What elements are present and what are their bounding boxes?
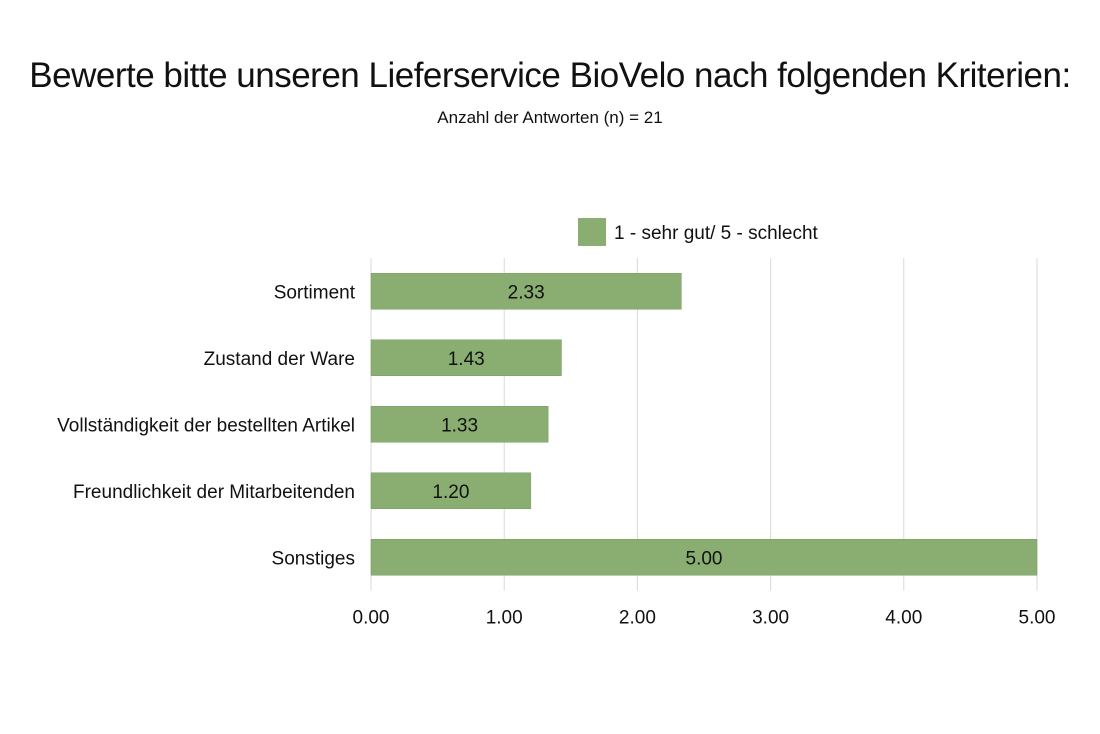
category-label: Zustand der Ware	[204, 349, 355, 370]
bar	[370, 339, 562, 376]
x-tick-label: 3.00	[752, 608, 789, 629]
x-tick-label: 2.00	[619, 608, 656, 629]
bar	[370, 273, 682, 310]
category-label: Vollständigkeit der bestellten Artikel	[57, 415, 355, 436]
legend-swatch	[578, 218, 606, 246]
x-tick-label: 1.00	[486, 608, 523, 629]
bar	[370, 472, 532, 509]
bar-value-label: 2.33	[508, 282, 545, 303]
bar-value-label: 5.00	[686, 548, 723, 569]
x-tick-label: 4.00	[885, 608, 922, 629]
bars: 2.33 1.43 1.33 1.20 5.00	[370, 273, 1038, 576]
category-label: Sortiment	[274, 282, 356, 303]
bar-value-label: 1.20	[432, 482, 469, 503]
legend: 1 - sehr gut/ 5 - schlecht	[578, 218, 819, 246]
x-tick-label: 5.00	[1019, 608, 1056, 629]
bar	[370, 539, 1038, 576]
chart-title: Bewerte bitte unseren Lieferservice BioV…	[29, 56, 1071, 95]
category-label: Freundlichkeit der Mitarbeitenden	[73, 482, 355, 503]
chart-subtitle: Anzahl der Antworten (n) = 21	[437, 108, 663, 127]
bar-value-label: 1.43	[448, 349, 485, 370]
bar	[370, 406, 549, 443]
category-labels: Sortiment Zustand der Ware Vollständigkeit…	[57, 282, 356, 569]
x-axis-ticks: 0.00 1.00 2.00 3.00 4.00 5.00	[353, 608, 1056, 629]
x-tick-label: 0.00	[353, 608, 390, 629]
category-label: Sonstiges	[272, 548, 355, 569]
legend-label: 1 - sehr gut/ 5 - schlecht	[614, 223, 819, 244]
bar-value-label: 1.33	[441, 415, 478, 436]
